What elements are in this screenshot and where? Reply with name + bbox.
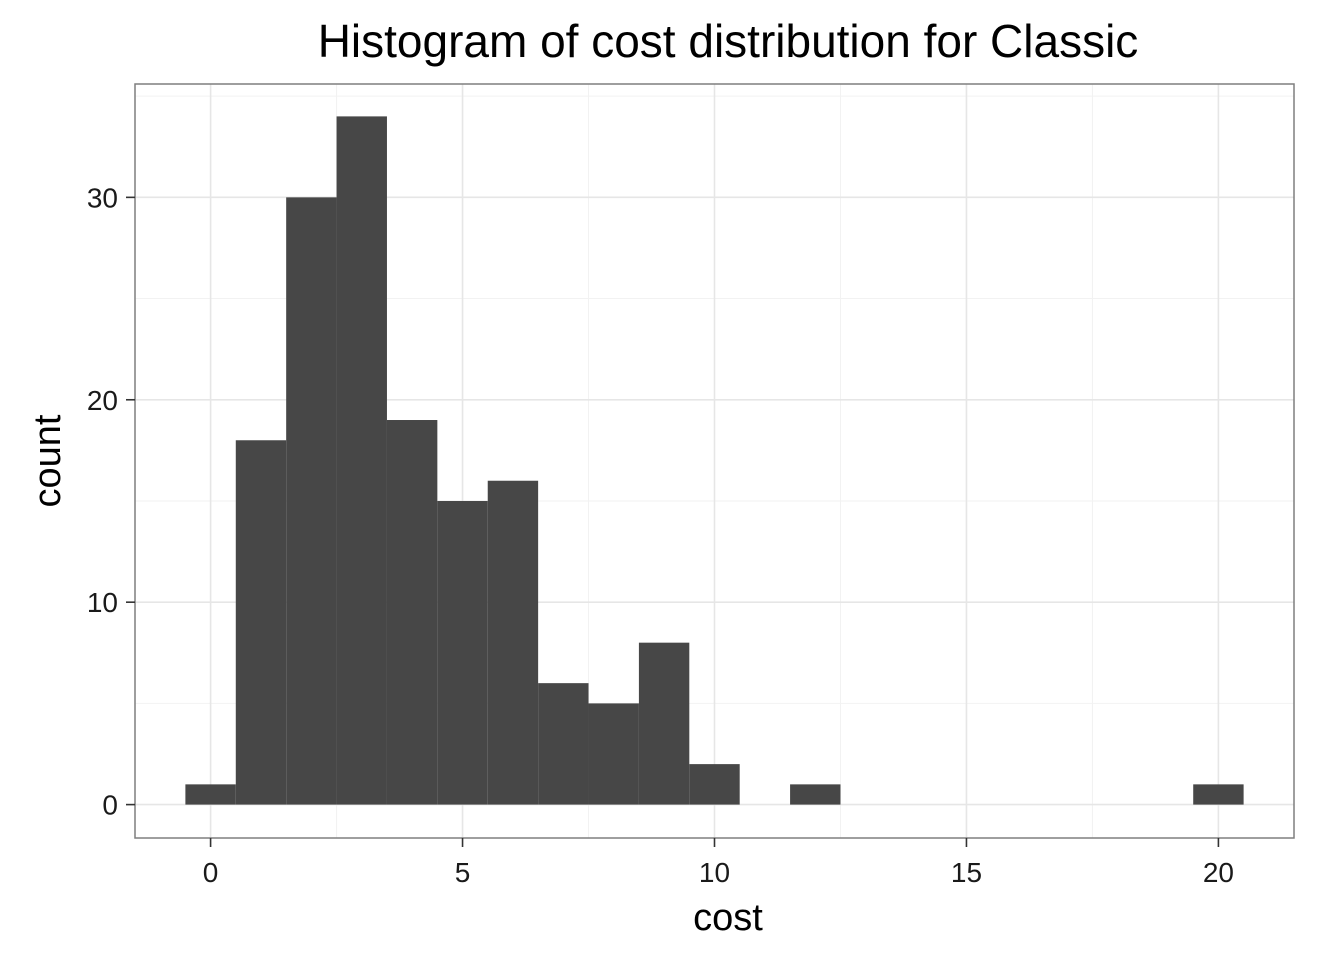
histogram-bar [286,197,337,805]
histogram-bar [588,703,639,805]
y-tick-label: 0 [102,790,118,821]
x-axis-title: cost [693,897,763,939]
histogram-bar [437,500,488,805]
histogram-bar [1193,784,1244,805]
histogram-bars [185,116,1244,805]
histogram-bar [638,642,690,805]
histogram-bar [538,683,589,805]
y-tick-label: 30 [87,182,118,213]
histogram-bar [790,784,841,805]
x-axis: 0 5 10 15 20 [203,838,1234,888]
histogram-bar [487,480,539,805]
x-tick-label: 5 [455,857,471,888]
y-tick-label: 10 [87,587,118,618]
histogram-bar [336,116,387,805]
y-tick-label: 20 [87,385,118,416]
histogram-bar [185,784,236,805]
histogram-bar [689,764,740,805]
x-tick-label: 10 [699,857,730,888]
histogram-bar [235,440,287,805]
x-tick-label: 20 [1203,857,1234,888]
y-axis-title: count [27,414,69,507]
x-tick-label: 0 [203,857,219,888]
x-tick-label: 15 [951,857,982,888]
chart-title: Histogram of cost distribution for Class… [318,15,1139,67]
histogram-bar [386,420,438,805]
y-axis: 0 10 20 30 [87,182,135,821]
